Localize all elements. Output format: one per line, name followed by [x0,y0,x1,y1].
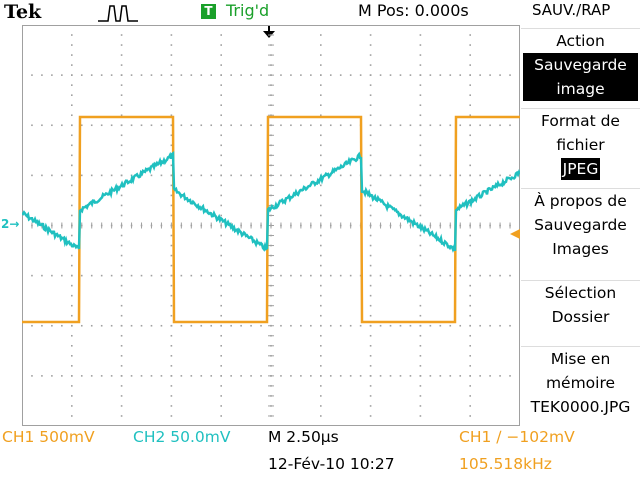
date-time: 12-Fév-10 10:27 [268,455,395,473]
menu-label: Sélection [544,284,617,302]
ch2-waveform [22,151,520,253]
graticule [22,25,520,426]
status-bar: Tek T Trig'd M Pos: 0.000s SAUV./RAP [0,0,640,24]
menu-label: Images [552,240,609,258]
trigger-badge: T [201,4,216,19]
menu-title: SAUV./RAP [532,1,611,19]
menu-save-button[interactable]: Mise en mémoire TEK0000.JPG [521,346,640,423]
trigger-status: Trig'd [226,1,270,20]
menu-value: Sauvegarde image [523,53,638,101]
menu-label: Format de [541,112,620,130]
menu-label: Dossier [551,308,610,326]
menu-action-button[interactable]: Action Sauvegarde image [521,28,640,103]
menu-label: TEK0000.JPG [530,398,631,416]
menu-label: Action [556,32,605,50]
brand-logo: Tek [4,1,42,23]
menu-folder-button[interactable]: Sélection Dossier [521,280,640,337]
menu-about-button[interactable]: À propos de Sauvegarde Images [521,188,640,265]
trigger-source: CH1 ∕ −102mV [459,428,575,446]
oscilloscope-display [22,25,520,426]
ch2-ground-marker: 2→ [1,217,20,231]
menu-label: fichier [556,136,605,154]
trigger-level-icon [510,229,520,239]
horizontal-position: M Pos: 0.000s [358,1,469,20]
ch2-scale: CH2 50.0mV [133,428,231,446]
menu-value-line: Sauvegarde [534,56,627,74]
menu-value-line: image [556,80,605,98]
menu-label: Sauvegarde [534,216,627,234]
menu-label: mémoire [545,374,616,392]
menu-label: Mise en [550,350,611,368]
acquisition-icon [98,5,138,22]
menu-label: À propos de [534,192,627,210]
timebase: M 2.50µs [268,428,339,446]
menu-file-format-button[interactable]: Format de fichier JPEG [521,108,640,185]
menu-value: JPEG [560,158,601,180]
ch1-waveform [22,115,520,324]
ch1-scale: CH1 500mV [2,428,95,446]
trigger-position-icon [263,26,275,38]
frequency-readout: 105.518kHz [459,455,552,473]
